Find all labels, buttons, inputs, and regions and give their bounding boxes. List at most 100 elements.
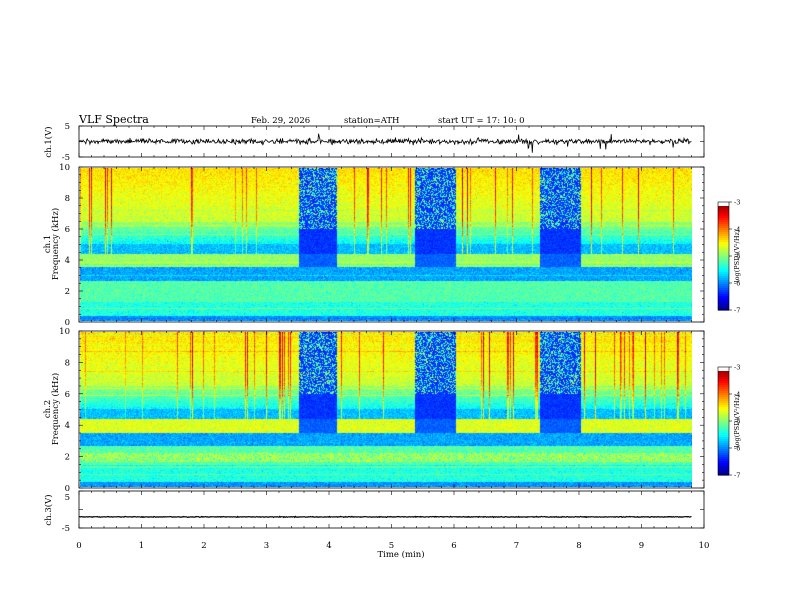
ch1-waveform-panel: 5 -5 ch.1(V) (43, 122, 705, 163)
colorbar-segment (718, 210, 729, 213)
colorbar-segment (718, 415, 729, 418)
colorbar-segment (718, 375, 729, 378)
ch1-colorbar: -3 -4 -5 -6 -7 (717, 199, 740, 315)
colorbar-segment (718, 367, 729, 370)
colorbar-segment (718, 202, 729, 205)
colorbar-segment (718, 292, 729, 295)
colorbar-segment (718, 409, 729, 412)
colorbar-segment (718, 451, 729, 454)
ch2-spectrogram-ylabel: Frequency (kHz) (50, 373, 61, 445)
y-tick-label: 0 (65, 484, 70, 494)
colorbar-segment (718, 278, 729, 281)
colorbar-segment (718, 280, 729, 283)
colorbar-segment (718, 465, 729, 468)
colorbar-segment (718, 248, 729, 251)
colorbar-segment (718, 471, 729, 474)
y-tick-label: 8 (65, 194, 70, 204)
colorbar-segment (718, 246, 729, 249)
colorbar-segment (718, 220, 729, 223)
ch1-spectrogram-ticks: 0 2 4 6 8 10 (59, 163, 705, 328)
colorbar-segment (718, 254, 729, 257)
colorbar-segment (718, 455, 729, 458)
colorbar-segment (718, 206, 729, 209)
colorbar-segment (718, 290, 729, 293)
colorbar-segment (718, 371, 729, 374)
colorbar-segment (718, 377, 729, 380)
colorbar-segment (718, 230, 729, 233)
ch2-spectrogram-channel-label: ch.2 (43, 400, 53, 418)
colorbar-segment (718, 286, 729, 289)
colorbar-segment (718, 443, 729, 446)
ch2-colorbar: -3 -4 -5 -6 -7 (717, 364, 740, 480)
colorbar-segment (718, 262, 729, 265)
station-label: station=ATH (344, 116, 399, 126)
x-axis-label: Time (min) (377, 549, 424, 560)
colorbar-segment (718, 467, 729, 470)
colorbar-segment (718, 381, 729, 384)
x-tick-label: 4 (326, 541, 331, 551)
colorbar-segment (718, 272, 729, 275)
colorbar-segment (718, 218, 729, 221)
x-tick-label: 10 (699, 541, 710, 551)
colorbar-segment (718, 222, 729, 225)
ch3-ytick-top: 5 (65, 493, 70, 503)
colorbar-segment (718, 413, 729, 416)
colorbar-segment (718, 399, 729, 402)
ch1-ytick-top: 5 (65, 122, 70, 132)
ch2-colorbar-label: log(PSD)(V²/Hz) (733, 394, 741, 447)
ch2-spectrogram-ticks: 0 2 4 6 8 10 (59, 327, 705, 494)
ch1-ytick-bottom: -5 (62, 153, 70, 163)
colorbar-segment (718, 431, 729, 434)
colorbar-segment (718, 238, 729, 241)
y-tick-label: 0 (65, 318, 70, 328)
x-tick-label: 2 (201, 541, 206, 551)
ch1-spectrogram-image (80, 168, 692, 321)
colorbar-segment (718, 268, 729, 271)
colorbar-segment (718, 232, 729, 235)
colorbar-segment (718, 298, 729, 301)
colorbar-segment (718, 425, 729, 428)
colorbar-segment (718, 369, 729, 372)
colorbar-segment (718, 387, 729, 390)
colorbar-segment (718, 208, 729, 211)
ch3-waveform-ylabel: ch.3(V) (43, 494, 54, 525)
colorbar-segment (718, 395, 729, 398)
x-tick-label: 8 (576, 541, 581, 551)
colorbar-segment (718, 397, 729, 400)
ch2-spectrogram-image (80, 332, 692, 487)
colorbar-segment (718, 294, 729, 297)
colorbar-segment (718, 421, 729, 424)
colorbar-segment (718, 401, 729, 404)
colorbar-segment (718, 276, 729, 279)
y-tick-label: 4 (65, 256, 70, 266)
colorbar-segment (718, 240, 729, 243)
colorbar-segment (718, 393, 729, 396)
x-tick-label: 0 (76, 541, 81, 551)
colorbar-segment (718, 266, 729, 269)
colorbar-tick-label: -7 (734, 307, 740, 315)
ch3-waveform-panel: 5 -5 ch.3(V) (43, 490, 705, 534)
colorbar-segment (718, 306, 729, 309)
colorbar-segment (718, 252, 729, 255)
start-ut-label: start UT = 17: 10: 0 (438, 116, 525, 126)
y-tick-label: 6 (65, 390, 70, 400)
colorbar-segment (718, 423, 729, 426)
colorbar-segment (718, 288, 729, 291)
colorbar-segment (718, 473, 729, 476)
colorbar-segment (718, 407, 729, 410)
colorbar-segment (718, 435, 729, 438)
y-tick-label: 10 (59, 163, 70, 173)
y-tick-label: 6 (65, 225, 70, 235)
y-tick-label: 4 (65, 421, 70, 431)
x-tick-label: 9 (639, 541, 644, 551)
colorbar-segment (718, 244, 729, 247)
y-tick-label: 10 (59, 327, 70, 337)
colorbar-segment (718, 427, 729, 430)
colorbar-segment (718, 260, 729, 263)
colorbar-segment (718, 433, 729, 436)
colorbar-segment (718, 453, 729, 456)
colorbar-segment (718, 258, 729, 261)
figure-title: VLF Spectra (78, 113, 149, 126)
